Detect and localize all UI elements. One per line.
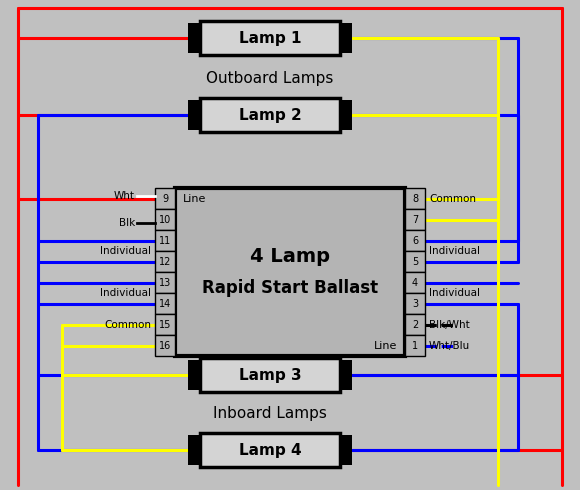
Text: Lamp 3: Lamp 3: [239, 368, 302, 383]
Text: Outboard Lamps: Outboard Lamps: [206, 71, 334, 85]
Text: 4 Lamp: 4 Lamp: [250, 246, 330, 266]
Text: 14: 14: [159, 298, 171, 309]
Text: Wht: Wht: [114, 191, 135, 200]
Text: Rapid Start Ballast: Rapid Start Ballast: [202, 279, 378, 297]
Bar: [340, 360, 352, 390]
Bar: [405, 230, 425, 251]
Bar: [405, 188, 425, 209]
Text: 16: 16: [159, 341, 171, 350]
Text: 3: 3: [412, 298, 418, 309]
Bar: [155, 251, 175, 272]
Bar: [200, 358, 340, 392]
Bar: [405, 209, 425, 230]
Bar: [405, 251, 425, 272]
Text: Common: Common: [429, 194, 476, 203]
Text: Wht/Blu: Wht/Blu: [429, 341, 470, 350]
Bar: [188, 360, 200, 390]
Text: Individual: Individual: [429, 246, 480, 256]
Text: Lamp 1: Lamp 1: [239, 30, 301, 46]
Text: 6: 6: [412, 236, 418, 245]
Text: Common: Common: [104, 319, 151, 329]
Bar: [175, 188, 405, 356]
Text: 15: 15: [159, 319, 171, 329]
Text: 10: 10: [159, 215, 171, 224]
Text: electrical101.com: electrical101.com: [240, 364, 340, 374]
Bar: [340, 23, 352, 53]
Bar: [155, 293, 175, 314]
Text: 11: 11: [159, 236, 171, 245]
Text: 9: 9: [162, 194, 168, 203]
Text: 8: 8: [412, 194, 418, 203]
Bar: [340, 100, 352, 130]
Bar: [155, 272, 175, 293]
Bar: [188, 23, 200, 53]
Bar: [405, 272, 425, 293]
Bar: [200, 21, 340, 55]
Bar: [155, 230, 175, 251]
Text: Lamp 2: Lamp 2: [238, 107, 302, 122]
Bar: [200, 98, 340, 132]
Text: Individual: Individual: [100, 288, 151, 298]
Bar: [155, 335, 175, 356]
Bar: [188, 435, 200, 465]
Text: Inboard Lamps: Inboard Lamps: [213, 406, 327, 420]
Text: Line: Line: [183, 194, 206, 203]
Bar: [405, 293, 425, 314]
Text: Line: Line: [374, 341, 397, 350]
Bar: [155, 314, 175, 335]
Text: Blk: Blk: [119, 218, 135, 227]
Bar: [405, 314, 425, 335]
Bar: [405, 335, 425, 356]
Bar: [155, 188, 175, 209]
Bar: [200, 433, 340, 467]
Bar: [155, 209, 175, 230]
Text: 2: 2: [412, 319, 418, 329]
Text: Individual: Individual: [429, 288, 480, 298]
Text: 5: 5: [412, 256, 418, 267]
Text: 12: 12: [159, 256, 171, 267]
Text: 7: 7: [412, 215, 418, 224]
Text: 13: 13: [159, 277, 171, 288]
Bar: [340, 435, 352, 465]
Text: Blk/Wht: Blk/Wht: [429, 319, 470, 329]
Text: 4: 4: [412, 277, 418, 288]
Text: Individual: Individual: [100, 246, 151, 256]
Bar: [188, 100, 200, 130]
Text: Lamp 4: Lamp 4: [239, 442, 302, 458]
Text: 1: 1: [412, 341, 418, 350]
